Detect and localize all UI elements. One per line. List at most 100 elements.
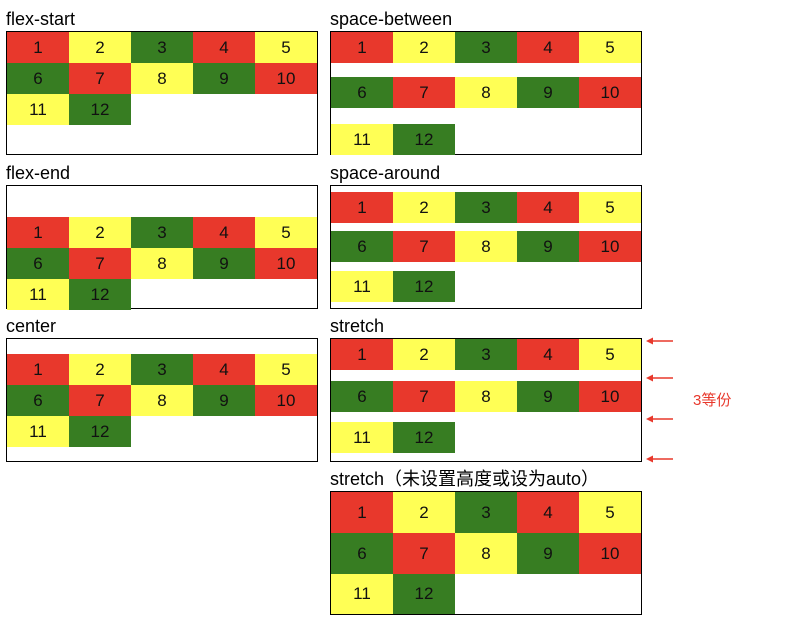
flex-item-1: 1 <box>331 192 393 223</box>
flex-item-7: 7 <box>69 63 131 94</box>
flex-item-4: 4 <box>517 32 579 63</box>
space-between-container: 1 2 3 4 5 6 7 8 9 10 11 12 <box>330 31 642 155</box>
panel-title-stretch: stretch <box>330 316 385 336</box>
flex-item-12: 12 <box>69 279 131 310</box>
flex-item-4: 4 <box>193 217 255 248</box>
flex-item-4: 4 <box>517 339 579 370</box>
flex-item-1: 1 <box>331 492 393 533</box>
flex-item-10: 10 <box>579 231 641 262</box>
flex-item-12: 12 <box>393 271 455 302</box>
panel-title-flex-start: flex-start <box>6 9 76 29</box>
arrow-icon <box>646 455 673 463</box>
flex-item-2: 2 <box>393 32 455 63</box>
equal-parts-note: 3等份 <box>693 392 732 409</box>
flex-item-7: 7 <box>393 381 455 412</box>
flex-item-5: 5 <box>255 354 317 385</box>
flex-item-6: 6 <box>331 231 393 262</box>
flex-item-9: 9 <box>517 231 579 262</box>
flex-item-2: 2 <box>393 192 455 223</box>
flex-item-6: 6 <box>7 248 69 279</box>
flex-item-9: 9 <box>193 385 255 416</box>
flex-item-5: 5 <box>579 192 641 223</box>
flex-item-11: 11 <box>331 574 393 614</box>
flex-item-6: 6 <box>7 385 69 416</box>
flex-item-4: 4 <box>517 492 579 533</box>
flex-item-2: 2 <box>393 492 455 533</box>
flex-item-3: 3 <box>455 192 517 223</box>
flex-item-2: 2 <box>393 339 455 370</box>
flex-item-9: 9 <box>517 381 579 412</box>
flex-item-1: 1 <box>7 217 69 248</box>
flex-item-10: 10 <box>579 77 641 108</box>
flex-item-8: 8 <box>131 385 193 416</box>
flex-item-10: 10 <box>579 381 641 412</box>
flex-item-11: 11 <box>7 279 69 310</box>
flex-item-2: 2 <box>69 32 131 63</box>
flex-item-11: 11 <box>7 94 69 125</box>
flex-item-8: 8 <box>455 381 517 412</box>
panel-title-space-around: space-around <box>330 163 441 183</box>
flex-item-3: 3 <box>131 32 193 63</box>
arrow-icon <box>646 415 673 423</box>
stretch-auto-container: 1 2 3 4 5 6 7 8 9 10 11 12 <box>330 491 642 615</box>
center-container: 1 2 3 4 5 6 7 8 9 10 11 12 <box>6 338 318 462</box>
panel-title-stretch-auto: stretch（未设置高度或设为auto） <box>330 469 600 489</box>
flex-item-10: 10 <box>255 63 317 94</box>
flex-item-12: 12 <box>69 94 131 125</box>
flex-item-10: 10 <box>255 385 317 416</box>
flex-item-7: 7 <box>69 248 131 279</box>
flex-item-8: 8 <box>455 231 517 262</box>
space-around-container: 1 2 3 4 5 6 7 8 9 10 11 12 <box>330 185 642 309</box>
flex-item-3: 3 <box>455 339 517 370</box>
flex-item-8: 8 <box>455 533 517 574</box>
flex-item-5: 5 <box>255 217 317 248</box>
flex-item-2: 2 <box>69 217 131 248</box>
flex-item-3: 3 <box>131 354 193 385</box>
flex-item-7: 7 <box>393 533 455 574</box>
flex-item-8: 8 <box>455 77 517 108</box>
flex-item-4: 4 <box>193 32 255 63</box>
flex-item-9: 9 <box>517 533 579 574</box>
flex-item-7: 7 <box>393 231 455 262</box>
flex-item-12: 12 <box>393 124 455 155</box>
flex-item-11: 11 <box>331 124 393 155</box>
flex-start-container: 1 2 3 4 5 6 7 8 9 10 11 12 <box>6 31 318 155</box>
flex-item-6: 6 <box>331 381 393 412</box>
flex-item-11: 11 <box>7 416 69 447</box>
flex-item-12: 12 <box>393 574 455 614</box>
flex-item-5: 5 <box>579 492 641 533</box>
flex-item-1: 1 <box>7 354 69 385</box>
flex-item-5: 5 <box>579 32 641 63</box>
flex-item-3: 3 <box>455 492 517 533</box>
flex-item-12: 12 <box>393 422 455 453</box>
flex-item-11: 11 <box>331 271 393 302</box>
flex-item-7: 7 <box>69 385 131 416</box>
flex-item-12: 12 <box>69 416 131 447</box>
flex-item-9: 9 <box>193 63 255 94</box>
flex-item-6: 6 <box>331 77 393 108</box>
flex-item-10: 10 <box>579 533 641 574</box>
flex-item-5: 5 <box>579 339 641 370</box>
panel-title-flex-end: flex-end <box>6 163 71 183</box>
flex-item-2: 2 <box>69 354 131 385</box>
flex-item-8: 8 <box>131 248 193 279</box>
flex-item-6: 6 <box>331 533 393 574</box>
flex-item-8: 8 <box>131 63 193 94</box>
flex-item-7: 7 <box>393 77 455 108</box>
flex-item-1: 1 <box>331 339 393 370</box>
stretch-container: 1 2 3 4 5 6 7 8 9 10 11 12 <box>330 338 642 462</box>
panel-title-center: center <box>6 316 57 336</box>
flex-item-10: 10 <box>255 248 317 279</box>
panel-title-space-between: space-between <box>330 9 453 29</box>
flex-item-4: 4 <box>517 192 579 223</box>
flex-item-1: 1 <box>331 32 393 63</box>
arrow-icon <box>646 374 673 382</box>
flex-item-9: 9 <box>193 248 255 279</box>
arrow-icon <box>646 337 673 345</box>
flex-end-container: 1 2 3 4 5 6 7 8 9 10 11 12 <box>6 185 318 310</box>
flex-item-3: 3 <box>131 217 193 248</box>
flex-item-6: 6 <box>7 63 69 94</box>
flex-item-11: 11 <box>331 422 393 453</box>
flex-item-9: 9 <box>517 77 579 108</box>
flex-item-4: 4 <box>193 354 255 385</box>
